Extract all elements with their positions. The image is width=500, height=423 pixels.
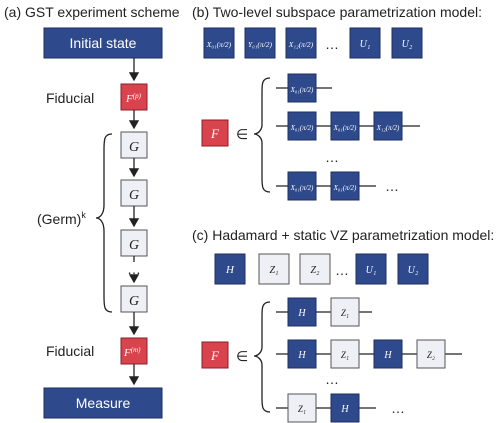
gate-z2-label: Z₂ <box>310 265 320 276</box>
germ-brace <box>96 134 112 312</box>
gateset-ellipsis-c: … <box>335 262 349 278</box>
germ-ellipsis: … <box>127 261 141 277</box>
seq-gate-label: X₀₁(π/2) <box>333 124 357 132</box>
germ-gate-label: G <box>129 140 139 155</box>
seq-gate-label: Z₁ <box>298 404 306 414</box>
panel-a: (a) GST experiment scheme Initial state … <box>4 4 180 418</box>
element-of-b: ∈ <box>236 126 248 142</box>
panel-c: (c) Hadamard + static VZ parametrization… <box>192 227 494 422</box>
row-ellipsis-b: … <box>385 178 399 194</box>
seq-gate-label: X₀₁(π/2) <box>290 184 314 192</box>
seq-gate-label: H <box>383 350 392 361</box>
panel-c-title: (c) Hadamard + static VZ parametrization… <box>192 227 494 243</box>
rows-ellipsis-c: … <box>325 371 339 387</box>
seq-gate-label: X₁₂(π/2) <box>376 124 400 132</box>
gate-y01-label: Y₀₁(π/2) <box>248 40 272 49</box>
gate-u1-label: U₁ <box>360 39 371 50</box>
germ-gate-label: G <box>129 188 139 203</box>
fiducial-box-b-label: F <box>210 126 220 141</box>
seq-gate-label: Z₁ <box>341 350 349 360</box>
gate-x12-label: X₁₂(π/2) <box>288 40 314 49</box>
fiducial-brace-b <box>254 78 270 192</box>
germ-power-label: (Germ)k <box>37 210 86 227</box>
measure-label: Measure <box>76 395 131 411</box>
row-ellipsis-c: … <box>391 400 405 416</box>
element-of-c: ∈ <box>236 348 248 364</box>
seq-gate-label: X₀₁(π/2) <box>290 124 314 132</box>
germ-gate-label: G <box>129 238 139 253</box>
gateset-ellipsis: … <box>325 36 339 52</box>
seq-gate-label: H <box>297 308 306 319</box>
panel-a-title: (a) GST experiment scheme <box>4 4 180 20</box>
seq-gate-label: Z₂ <box>427 350 435 360</box>
germ-gate-label: G <box>129 294 139 309</box>
gate-u2-label: U₂ <box>402 39 413 50</box>
initial-state-label: Initial state <box>70 35 137 51</box>
gate-u2-c-label: U₂ <box>408 265 419 276</box>
gate-z1-label: Z₁ <box>269 265 278 276</box>
seq-gate-label: Z₁ <box>341 308 349 318</box>
fiducial-brace-c <box>254 302 270 412</box>
gate-u1-c-label: U₁ <box>366 265 377 276</box>
rows-ellipsis-b: … <box>325 149 339 165</box>
panel-b: (b) Two-level subspace parametrization m… <box>192 4 482 200</box>
fiducial-meas-label: Fiducial <box>46 343 94 359</box>
fiducial-prep-label: Fiducial <box>46 90 94 106</box>
panel-b-title: (b) Two-level subspace parametrization m… <box>192 4 482 20</box>
gate-h-label: H <box>225 264 235 276</box>
seq-gate-label: H <box>297 350 306 361</box>
seq-gate-label: H <box>340 404 349 415</box>
seq-gate-label: X₀₁(π/2) <box>290 86 314 94</box>
fiducial-box-c-label: F <box>210 348 220 363</box>
gate-x01-label: X₀₁(π/2) <box>206 40 232 49</box>
seq-gate-label: X₀₁(π/2) <box>333 184 357 192</box>
